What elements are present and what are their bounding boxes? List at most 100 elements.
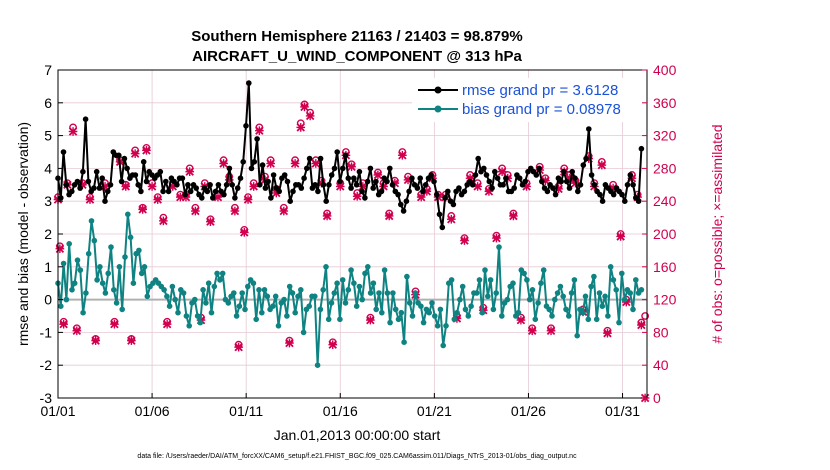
rmse-point — [591, 182, 598, 188]
rmse-point — [561, 168, 567, 175]
rmse-point — [552, 191, 559, 198]
rmse-point — [359, 188, 365, 195]
rmse-point — [259, 162, 266, 168]
bias-point — [334, 280, 340, 287]
y-ticks: -3 -2 -1 0 1 2 3 4 5 6 7 — [40, 62, 63, 406]
bias-point — [468, 303, 474, 310]
bias-point — [186, 323, 192, 329]
bias-point — [373, 306, 380, 313]
bias-point — [485, 293, 491, 300]
obs-assimilated-marker — [138, 205, 148, 214]
rmse-point — [210, 195, 216, 201]
obs-assimilated-marker — [219, 159, 228, 168]
rmse-point — [558, 178, 564, 185]
bias-point — [616, 319, 622, 326]
right-y-tick-label: 280 — [653, 160, 677, 176]
legend-box — [412, 78, 642, 122]
rmse-point — [378, 188, 385, 195]
bias-point — [214, 270, 220, 277]
rmse-point — [91, 185, 97, 191]
bias-point — [591, 273, 597, 280]
rmse-point — [630, 182, 636, 188]
bias-point — [342, 300, 349, 306]
bias-point — [633, 277, 639, 283]
bias-point — [111, 287, 117, 293]
obs-assimilated-marker — [243, 195, 253, 204]
y-axis-label: rmse and bias (model - observation) — [15, 122, 31, 346]
bias-point — [384, 290, 391, 296]
rmse-point — [207, 182, 213, 188]
bias-point — [574, 332, 580, 339]
rmse-point — [82, 116, 89, 122]
bias-point — [401, 339, 407, 346]
bias-point — [596, 290, 603, 296]
obs-assimilated-marker — [328, 340, 338, 350]
rmse-point — [627, 172, 634, 178]
right-y-tick-label: 0 — [653, 390, 661, 406]
y-tick-label: 2 — [44, 226, 52, 242]
rmse-point — [450, 201, 457, 208]
rmse-point — [536, 165, 542, 172]
right-y-ticks: 0 40 80 120 160 200 240 280 320 360 400 — [642, 62, 677, 406]
rmse-point — [362, 195, 368, 201]
bias-point — [172, 296, 178, 303]
obs-assimilated-marker — [191, 206, 200, 216]
bias-point — [476, 277, 483, 283]
bias-point — [256, 287, 262, 293]
rmse-point — [434, 191, 440, 198]
obs-assimilated-marker — [147, 182, 157, 191]
bias-point — [379, 309, 385, 316]
bias-point — [136, 247, 142, 254]
bias-point — [69, 287, 75, 293]
bias-point — [630, 306, 636, 313]
rmse-point — [461, 188, 468, 195]
obs-assimilated-marker — [546, 326, 556, 336]
obs-assimilated-marker — [516, 315, 526, 325]
rmse-point — [414, 185, 421, 191]
rmse-point — [334, 149, 341, 155]
obs-assimilated-marker — [234, 342, 243, 352]
rmse-point — [251, 159, 258, 165]
rmse-point — [417, 175, 424, 181]
bias-point — [499, 313, 505, 319]
x-tick-label: 01/11 — [229, 403, 263, 419]
bias-point — [392, 306, 399, 313]
rmse-point — [624, 182, 631, 188]
bias-point — [325, 316, 332, 323]
bias-point — [390, 290, 396, 296]
bias-point — [521, 270, 527, 277]
rmse-point — [395, 191, 401, 198]
bias-point — [272, 293, 279, 300]
rmse-point — [456, 185, 462, 191]
obs-count-markers — [53, 100, 650, 403]
bias-point — [295, 293, 301, 300]
rmse-point — [96, 185, 103, 191]
right-y-tick-label: 360 — [653, 95, 677, 111]
rmse-point — [436, 211, 443, 218]
bias-point — [91, 237, 98, 244]
bias-point — [387, 319, 393, 326]
bias-point — [362, 270, 368, 277]
x-tick-label: 01/06 — [135, 403, 170, 419]
rmse-point — [320, 182, 327, 188]
bias-point — [440, 342, 447, 349]
obs-assimilated-marker — [300, 102, 309, 112]
bias-point — [353, 303, 360, 310]
obs-assimilated-marker — [255, 126, 264, 135]
rmse-point — [486, 178, 493, 185]
rmse-point — [619, 191, 625, 198]
obs-assimilated-marker — [347, 162, 356, 172]
rmse-point — [345, 175, 352, 181]
obs-assimilated-marker — [616, 232, 625, 241]
obs-assimilated-marker — [322, 211, 332, 221]
obs-assimilated-marker — [290, 159, 300, 168]
bias-point — [535, 300, 541, 306]
rmse-point — [373, 178, 379, 185]
rmse-point — [290, 188, 296, 195]
rmse-point — [160, 188, 166, 195]
bias-point — [58, 303, 64, 310]
bias-point — [337, 316, 343, 323]
rmse-point — [516, 175, 523, 181]
rmse-point — [107, 182, 114, 188]
rmse-point — [638, 145, 645, 152]
